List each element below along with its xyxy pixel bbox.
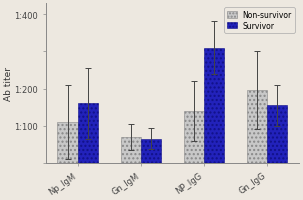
Bar [247, 91, 267, 163]
Bar [141, 139, 161, 163]
Bar [204, 49, 224, 163]
Bar [58, 122, 78, 163]
Bar [267, 106, 287, 163]
Y-axis label: Ab titer: Ab titer [4, 67, 13, 101]
Bar [184, 111, 204, 163]
Bar [78, 104, 98, 163]
Legend: Non-survivor, Survivor: Non-survivor, Survivor [225, 8, 295, 34]
Bar [121, 137, 141, 163]
